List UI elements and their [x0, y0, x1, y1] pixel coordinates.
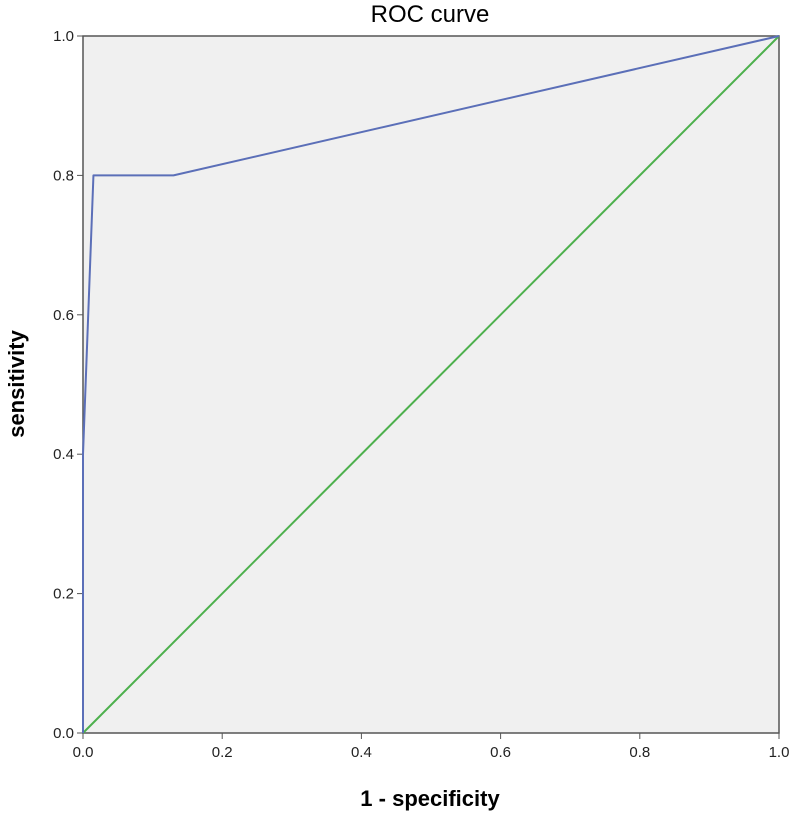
x-tick-label: 0.4	[351, 744, 372, 761]
x-tick-label: 0.8	[629, 744, 650, 761]
y-tick-label: 1.0	[53, 28, 74, 45]
x-tick-label: 0.6	[490, 744, 511, 761]
y-axis-label: sensitivity	[4, 329, 29, 437]
x-axis-label: 1 - specificity	[360, 786, 500, 811]
y-tick-label: 0.8	[53, 167, 74, 184]
reference-line	[82, 35, 780, 734]
y-tick-label: 0.2	[53, 586, 74, 603]
x-axis-ticks: 0.0 0.2 0.4 0.6 0.8 1.0	[73, 733, 790, 761]
series-layer	[82, 35, 780, 734]
x-tick-label: 1.0	[769, 744, 790, 761]
x-tick-label: 0.2	[212, 744, 233, 761]
x-tick-label: 0.0	[73, 744, 94, 761]
y-tick-label: 0.0	[53, 725, 74, 742]
roc-line	[82, 35, 780, 733]
chart-title: ROC curve	[371, 1, 490, 28]
y-axis-ticks: 0.0 0.2 0.4 0.6 0.8 1.0	[53, 28, 83, 742]
y-tick-label: 0.4	[53, 446, 74, 463]
y-tick-label: 0.6	[53, 307, 74, 324]
